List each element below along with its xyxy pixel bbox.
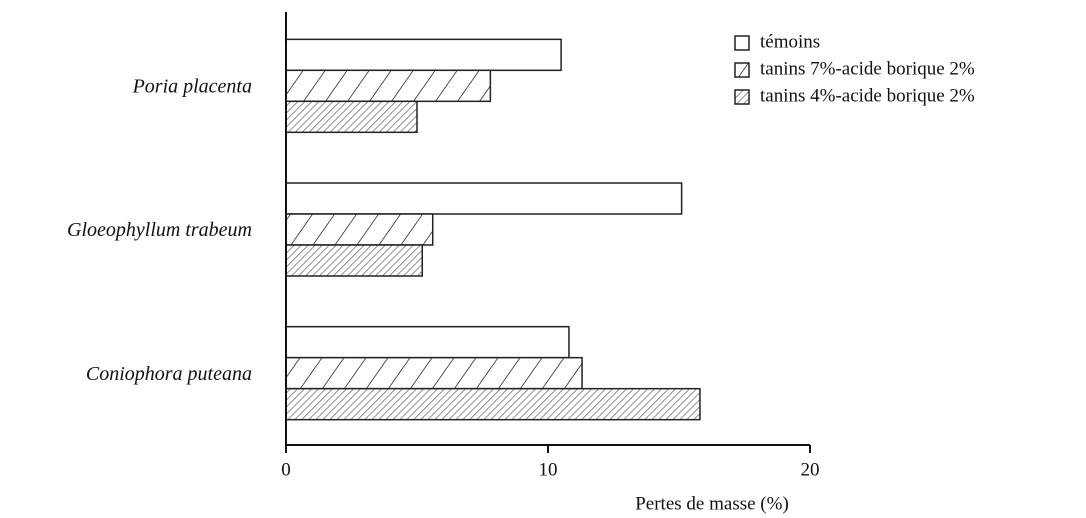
x-tick-label: 0 bbox=[281, 459, 291, 480]
legend-swatch bbox=[734, 35, 750, 51]
bar bbox=[285, 69, 492, 103]
bar bbox=[285, 387, 701, 421]
x-axis-label: Pertes de masse (%) bbox=[635, 493, 789, 514]
bar bbox=[285, 213, 434, 246]
x-tick-label: 10 bbox=[539, 459, 558, 480]
bar bbox=[285, 38, 562, 72]
bar bbox=[285, 325, 570, 359]
bar bbox=[285, 100, 418, 134]
bar bbox=[285, 244, 423, 277]
y-tick-label: Poria placenta bbox=[132, 75, 252, 97]
legend-label: tanins 4%-acide borique 2% bbox=[760, 85, 975, 106]
bar bbox=[285, 182, 683, 215]
legend-label: témoins bbox=[760, 31, 820, 52]
legend-swatch bbox=[734, 89, 750, 105]
y-tick-label: Gloeophyllum trabeum bbox=[67, 219, 252, 241]
legend-swatch bbox=[734, 62, 750, 78]
y-tick-label: Coniophora puteana bbox=[86, 363, 252, 385]
bar bbox=[285, 356, 583, 390]
legend-label: tanins 7%-acide borique 2% bbox=[760, 58, 975, 79]
x-tick-label: 20 bbox=[801, 459, 820, 480]
